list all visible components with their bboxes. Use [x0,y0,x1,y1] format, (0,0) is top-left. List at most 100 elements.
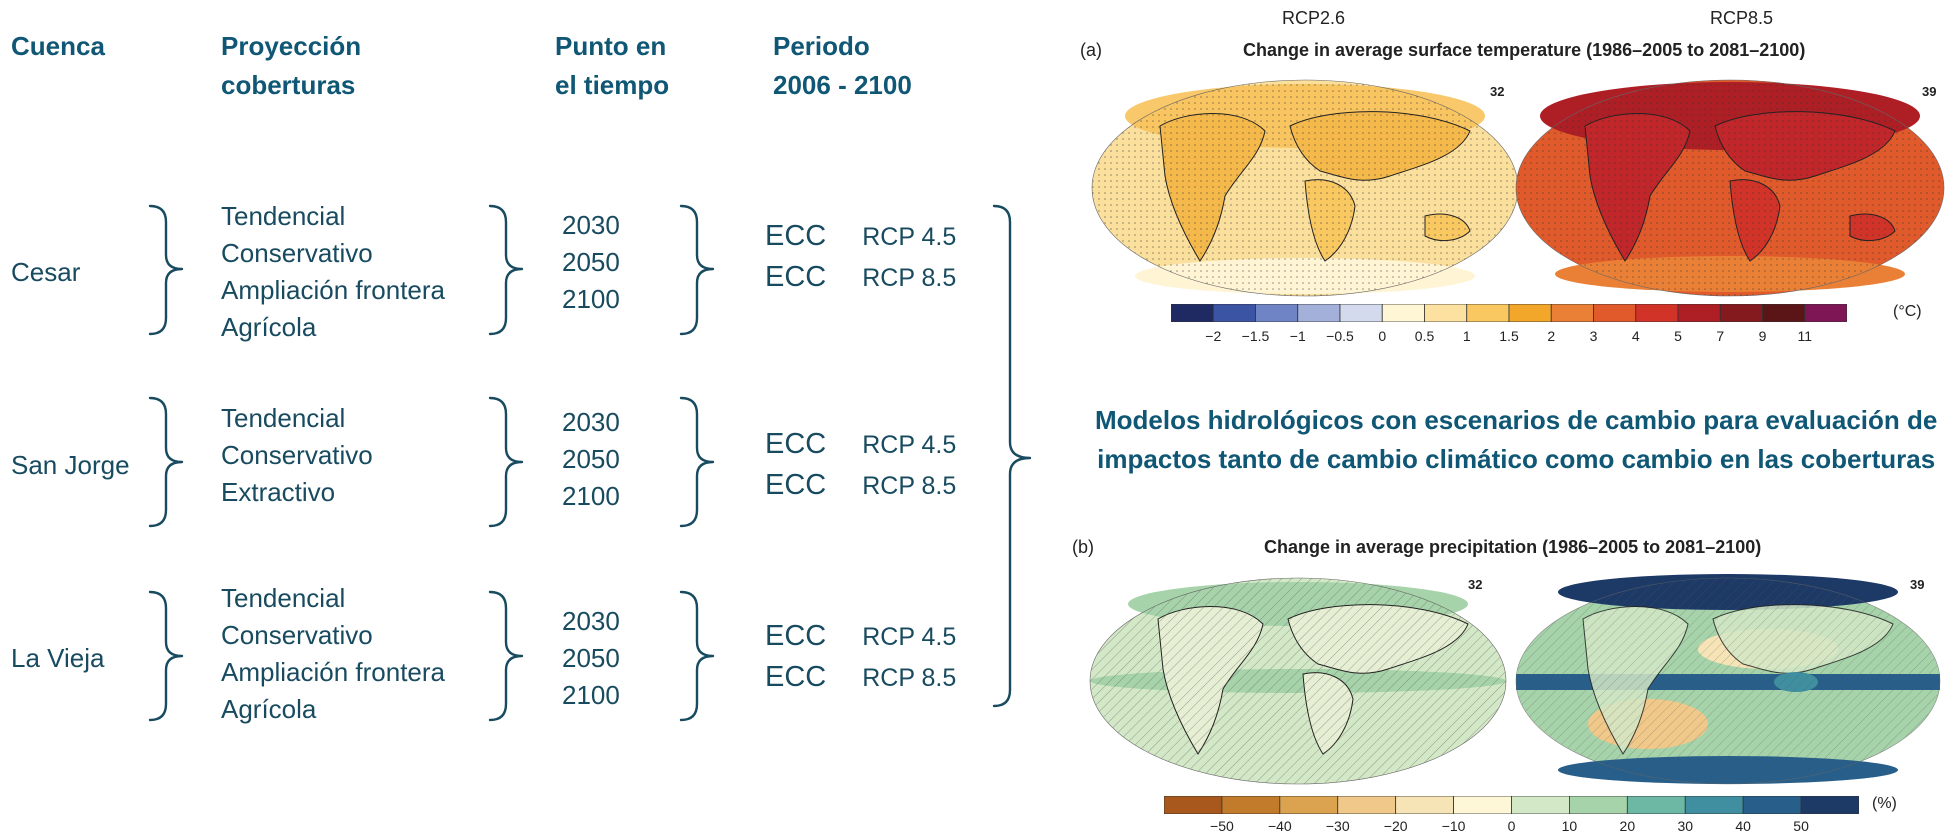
colorbar-tick-label: −1 [1289,328,1306,344]
center-description-line2: impactos tanto de cambio climático como … [1097,444,1936,474]
list-item: 2030 [562,210,620,240]
colorbar-tick-label: 40 [1735,818,1751,834]
list-item: Agrícola [221,694,317,724]
colorbar-swatch [1453,795,1512,815]
precip-map-rcp26 [1089,577,1507,785]
center-description: Modelos hidrológicos con escenarios de c… [1095,401,1937,479]
coverage-list-la-vieja: Tendencial Conservativo Ampliación front… [221,580,445,728]
basin-name-san-jorge: San Jorge [11,450,130,480]
temp-colorbar-swatches [1170,303,1848,323]
colorbar-tick-label: 10 [1561,818,1578,834]
list-item: 2030 [562,407,620,437]
colorbar-tick-label: 1 [1462,328,1471,344]
colorbar-swatch [1424,303,1468,323]
colorbar-swatch [1508,303,1552,323]
list-item: 2100 [562,481,620,511]
map-col-label-rcp26: RCP2.6 [1282,8,1346,28]
list-item: Ampliación frontera [221,657,445,687]
scenario-row: ECC RCP 8.5 [765,259,956,300]
colorbar-tick-label: −50 [1210,818,1234,834]
list-item: 2030 [562,606,620,636]
scenario-row: ECC RCP 8.5 [765,467,956,508]
brace-basin-san-jorge [148,396,184,528]
list-item: 2100 [562,284,620,314]
colorbar-swatch [1170,303,1214,323]
list-item: Extractivo [221,477,336,507]
temp-map-rcp85 [1515,79,1945,297]
rcp-label: RCP 8.5 [862,664,957,692]
brace-basin-cesar [148,204,184,336]
rcp-label: RCP 4.5 [862,431,957,459]
temp-colorbar-ticks: −2 −1.5 −1 −0.5 0 0.5 1 1.5 2 3 4 5 7 9 11 [1171,328,1847,348]
header-punto: Punto en el tiempo [555,27,669,105]
precip-count-rcp85: 39 [1910,577,1924,592]
list-item: 2100 [562,680,620,710]
scenario-list-la-vieja: ECC RCP 4.5 ECC RCP 8.5 [765,618,956,700]
ecc-label: ECC [765,469,827,501]
colorbar-swatch [1212,303,1256,323]
colorbar-tick-label: −30 [1325,818,1350,834]
colorbar-swatch [1466,303,1510,323]
coverage-list-cesar: Tendencial Conservativo Ampliación front… [221,198,445,346]
colorbar-tick-label: 0 [1378,328,1387,344]
scenario-row: ECC RCP 4.5 [765,218,956,259]
colorbar-tick-label: 30 [1677,818,1694,834]
temp-map-rcp26 [1091,79,1519,297]
basin-name-la-vieja: La Vieja [11,643,105,673]
colorbar-tick-label: 20 [1619,818,1636,834]
scenario-row: ECC RCP 4.5 [765,426,956,467]
header-punto-line1: Punto en [555,31,667,61]
colorbar-tick-label: −2 [1205,328,1222,344]
header-periodo-line1: Periodo [773,31,870,61]
list-item: Agrícola [221,312,317,342]
list-item: Tendencial [221,583,346,613]
colorbar-tick-label: −0.5 [1326,328,1354,344]
colorbar-swatch [1339,303,1383,323]
coverage-list-san-jorge: Tendencial Conservativo Extractivo [221,400,373,511]
colorbar-swatch [1684,795,1744,815]
colorbar-swatch [1762,303,1806,323]
list-item: Conservativo [221,440,373,470]
temp-map-title: Change in average surface temperature (1… [1243,40,1806,60]
rcp-label: RCP 8.5 [862,264,957,292]
colorbar-tick-label: 0 [1507,818,1516,834]
precip-map-rcp85 [1515,574,1941,785]
colorbar-tick-label: 0.5 [1414,328,1435,344]
temp-colorbar [1170,303,1848,327]
colorbar-swatch [1804,303,1848,323]
colorbar-swatch [1163,795,1223,815]
list-item: Tendencial [221,201,346,231]
temp-count-rcp85: 39 [1922,84,1936,99]
rcp-label: RCP 8.5 [862,472,957,500]
colorbar-tick-label: −40 [1267,818,1292,834]
colorbar-tick-label: −1.5 [1241,328,1270,344]
colorbar-swatch [1255,303,1299,323]
precip-colorbar [1163,795,1860,819]
colorbar-swatch [1677,303,1721,323]
precip-panel-label: (b) [1072,537,1094,557]
basin-name-cesar: Cesar [11,257,81,287]
year-list-cesar: 2030 2050 2100 [562,207,620,318]
colorbar-swatch [1593,303,1637,323]
colorbar-tick-label: 2 [1547,328,1556,344]
list-item: 2050 [562,247,620,277]
header-proyeccion: Proyección coberturas [221,27,361,105]
precip-colorbar-ticks: −50 −40 −30 −20 −10 0 10 20 30 40 50 [1164,818,1859,838]
map-col-label-rcp85: RCP8.5 [1710,8,1774,28]
colorbar-swatch [1569,795,1628,815]
header-cuenca: Cuenca [11,31,105,61]
precip-maps: 32 39 [1089,574,1941,785]
colorbar-tick-label: 3 [1589,328,1598,344]
colorbar-swatch [1635,303,1679,323]
colorbar-swatch [1337,795,1397,815]
rcp-label: RCP 4.5 [862,223,957,251]
header-periodo-line2: 2006 - 2100 [773,70,912,100]
colorbar-swatch [1800,795,1860,815]
colorbar-tick-label: 7 [1716,328,1725,344]
temp-count-rcp26: 32 [1490,84,1504,99]
brace-coverage-cesar [488,204,524,336]
year-list-la-vieja: 2030 2050 2100 [562,603,620,714]
ecc-label: ECC [765,261,827,293]
brace-basin-la-vieja [148,590,184,722]
colorbar-swatch [1297,303,1341,323]
